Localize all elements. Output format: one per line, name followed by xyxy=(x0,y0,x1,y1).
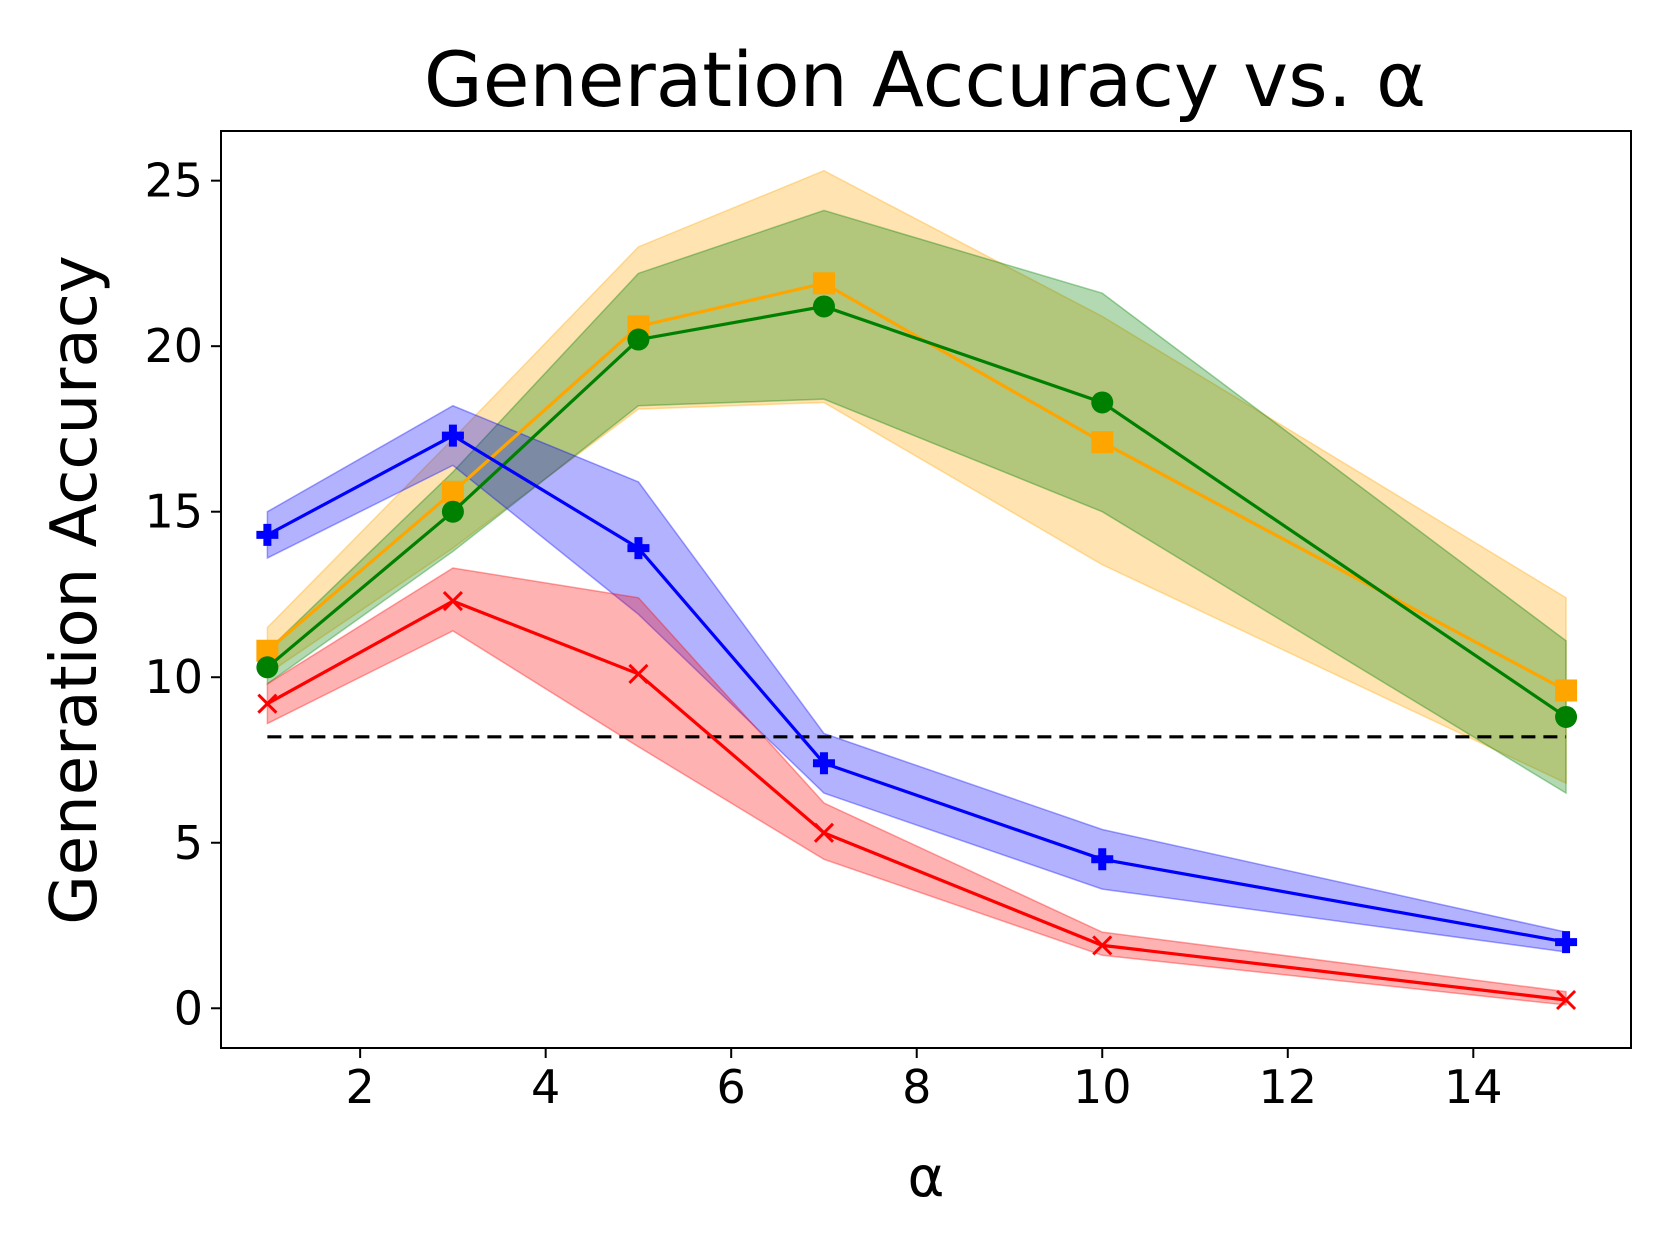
series-2-point xyxy=(441,424,464,447)
series-2-point xyxy=(1555,931,1578,954)
x-axis: 2 4 6 8 10 12 14 xyxy=(346,1048,1503,1114)
y-axis-label: Generation Accuracy xyxy=(38,255,112,925)
series-2-point xyxy=(1091,848,1114,871)
series-1-point xyxy=(1091,391,1114,414)
series-0-point xyxy=(812,272,835,295)
y-tick-label: 20 xyxy=(144,319,203,373)
y-tick-label: 10 xyxy=(144,650,203,704)
chart-title: Generation Accuracy vs. α xyxy=(424,35,1426,124)
x-tick-label: 6 xyxy=(717,1060,746,1114)
series-2-point xyxy=(812,752,835,775)
series-0-point xyxy=(1091,431,1114,454)
series-0-point xyxy=(1555,679,1578,702)
series-3-point xyxy=(1556,989,1577,1011)
series-0-line xyxy=(266,281,1567,692)
y-tick-label: 5 xyxy=(174,816,203,870)
x-tick-label: 12 xyxy=(1259,1060,1318,1114)
series-0-point xyxy=(256,639,279,662)
series-1-point xyxy=(812,295,835,318)
plot-frame xyxy=(220,130,1632,1049)
series-1-point xyxy=(441,500,464,523)
series-3-point xyxy=(442,591,463,612)
series-1-point xyxy=(627,328,650,351)
series-0-point xyxy=(441,480,464,503)
series-3-point xyxy=(1092,935,1113,956)
series-1-point xyxy=(256,656,279,679)
plot-area xyxy=(256,169,1578,1011)
y-tick-label: 0 xyxy=(174,981,203,1035)
x-tick-label: 2 xyxy=(346,1060,375,1114)
y-tick-label: 25 xyxy=(144,154,203,208)
series-2-point xyxy=(627,537,650,560)
series-1-line xyxy=(266,304,1567,719)
series-3-point xyxy=(257,693,278,714)
series-1-band xyxy=(266,209,1567,795)
y-axis: 0 5 10 15 20 25 xyxy=(144,154,221,1035)
series-3-point xyxy=(813,822,835,843)
series-3-point xyxy=(628,663,649,684)
x-axis-label: α xyxy=(908,1145,945,1210)
series-2-point xyxy=(256,523,279,546)
x-tick-label: 4 xyxy=(531,1060,560,1114)
series-1-point xyxy=(1555,705,1578,728)
series-3-band xyxy=(266,567,1567,1006)
series-0-band xyxy=(266,169,1567,785)
series-2-line xyxy=(266,433,1567,944)
series-3-line xyxy=(266,599,1567,1002)
y-tick-label: 15 xyxy=(144,485,203,539)
x-tick-label: 14 xyxy=(1444,1060,1503,1114)
x-tick-label: 10 xyxy=(1073,1060,1132,1114)
x-tick-label: 8 xyxy=(902,1060,931,1114)
